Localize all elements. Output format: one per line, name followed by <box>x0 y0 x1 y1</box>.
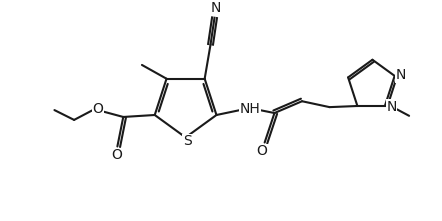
Text: O: O <box>111 148 122 162</box>
Text: N: N <box>210 1 221 15</box>
Text: N: N <box>386 100 396 114</box>
Text: O: O <box>92 102 103 116</box>
Text: S: S <box>183 134 192 148</box>
Text: N: N <box>396 69 406 82</box>
Text: O: O <box>256 144 267 158</box>
Text: NH: NH <box>240 102 260 116</box>
